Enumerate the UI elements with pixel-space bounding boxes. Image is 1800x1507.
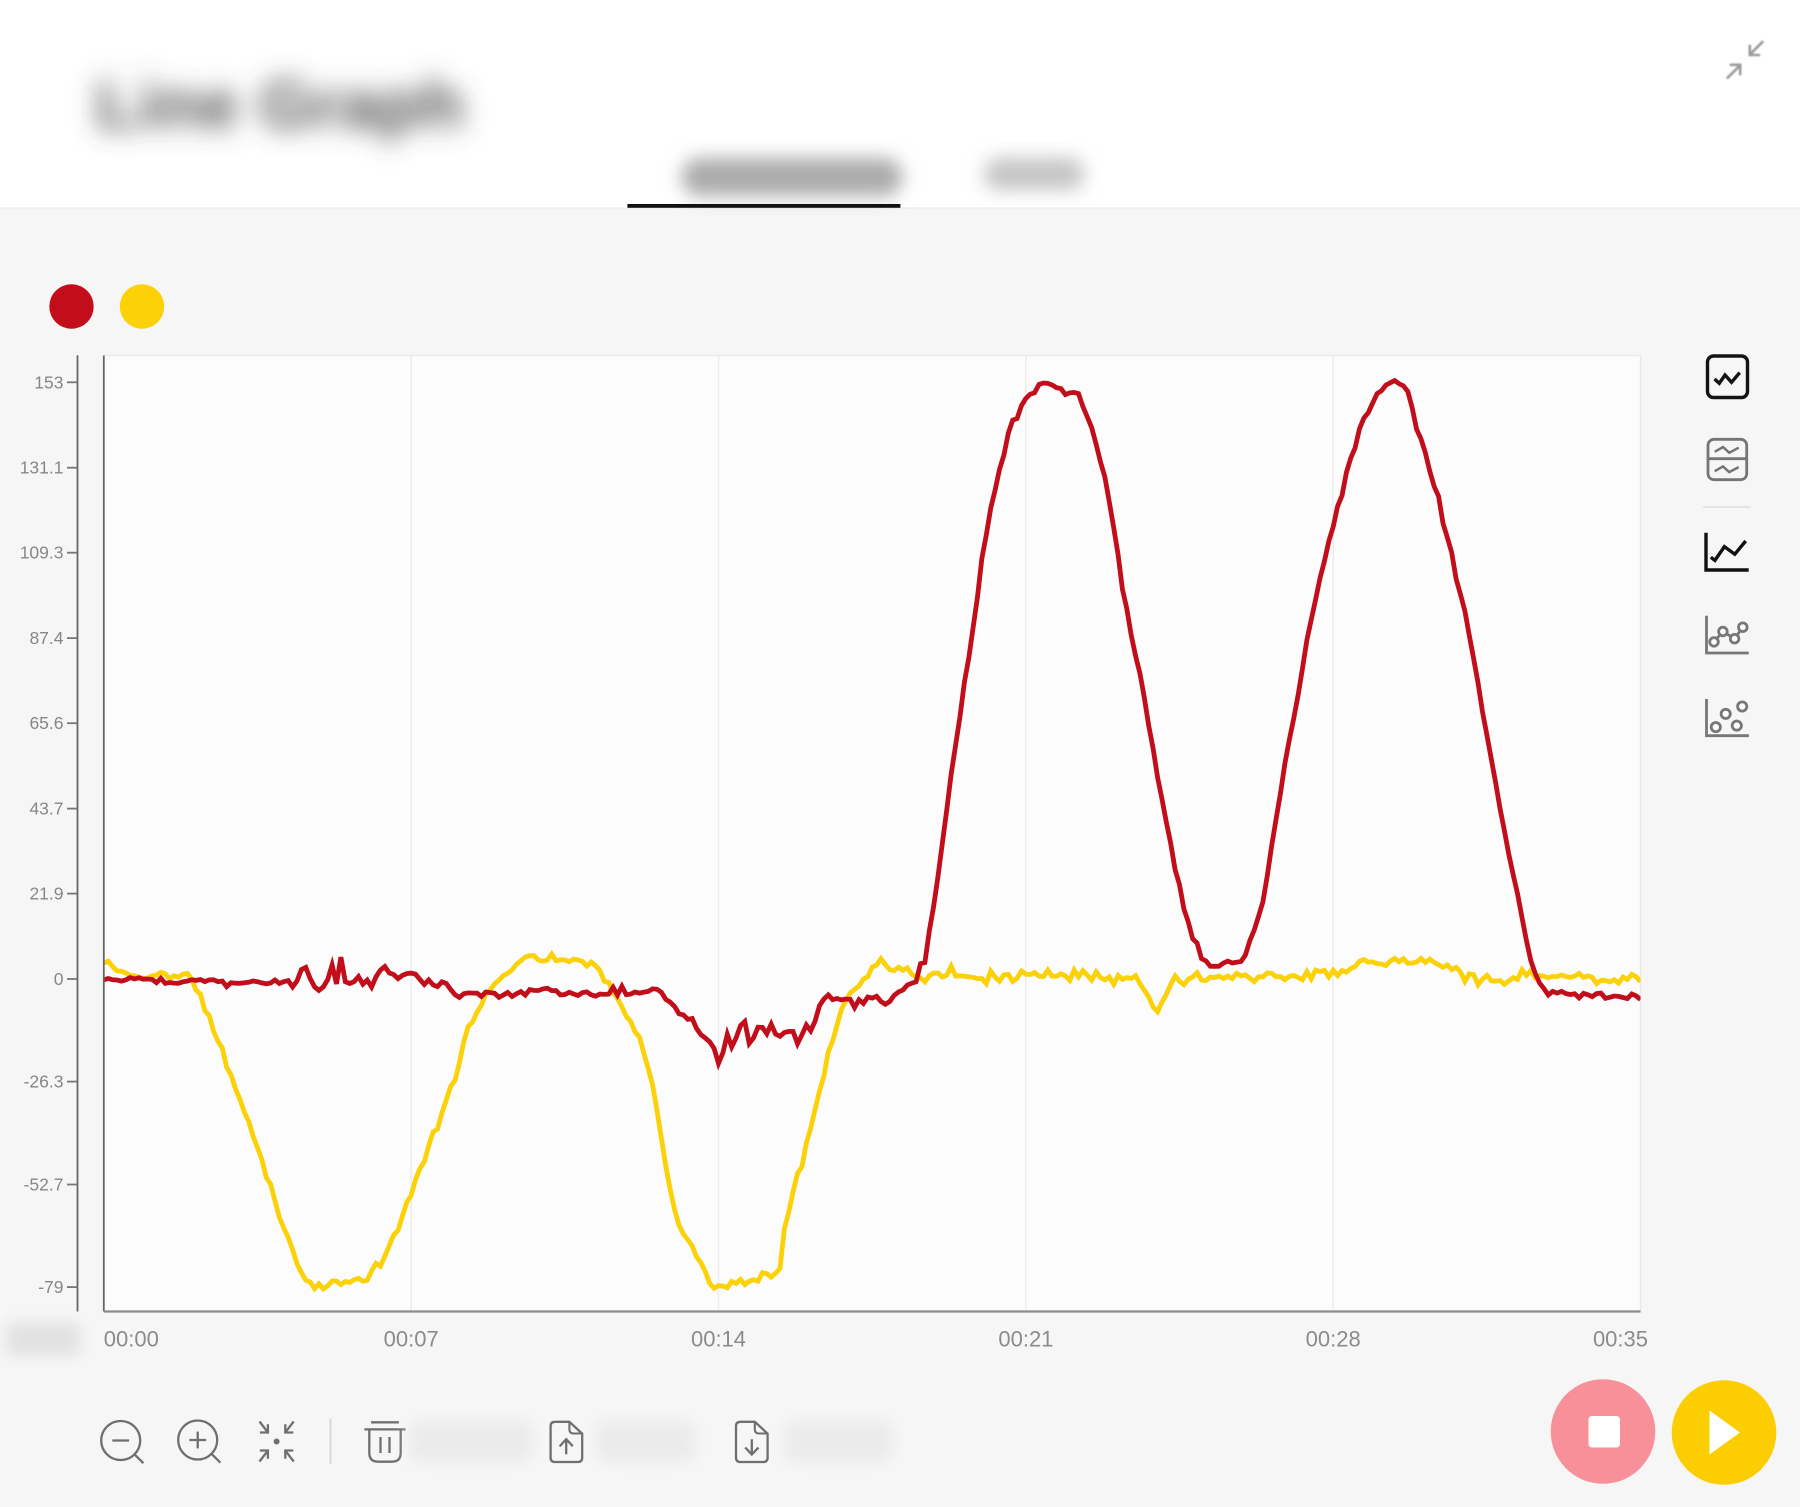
svg-text:-52.7: -52.7	[24, 1175, 64, 1195]
svg-text:43.7: 43.7	[29, 799, 63, 819]
svg-text:131.1: 131.1	[20, 458, 64, 478]
svg-text:00:35: 00:35	[1593, 1327, 1648, 1352]
svg-text:00:07: 00:07	[384, 1327, 439, 1352]
svg-text:00:00: 00:00	[104, 1327, 159, 1352]
svg-text:153: 153	[34, 372, 63, 392]
svg-text:Line Graph: Line Graph	[96, 67, 465, 143]
svg-text:00:14: 00:14	[691, 1327, 746, 1352]
svg-text:87.4: 87.4	[29, 628, 63, 648]
svg-text:65.6: 65.6	[29, 713, 63, 733]
svg-text:00:28: 00:28	[1306, 1327, 1361, 1352]
svg-text:109.3: 109.3	[20, 543, 64, 563]
svg-text:-26.3: -26.3	[24, 1072, 64, 1092]
svg-text:00:21: 00:21	[998, 1327, 1053, 1352]
svg-text:0: 0	[54, 969, 64, 989]
svg-text:-79: -79	[38, 1277, 63, 1297]
svg-text:21.9: 21.9	[29, 884, 63, 904]
